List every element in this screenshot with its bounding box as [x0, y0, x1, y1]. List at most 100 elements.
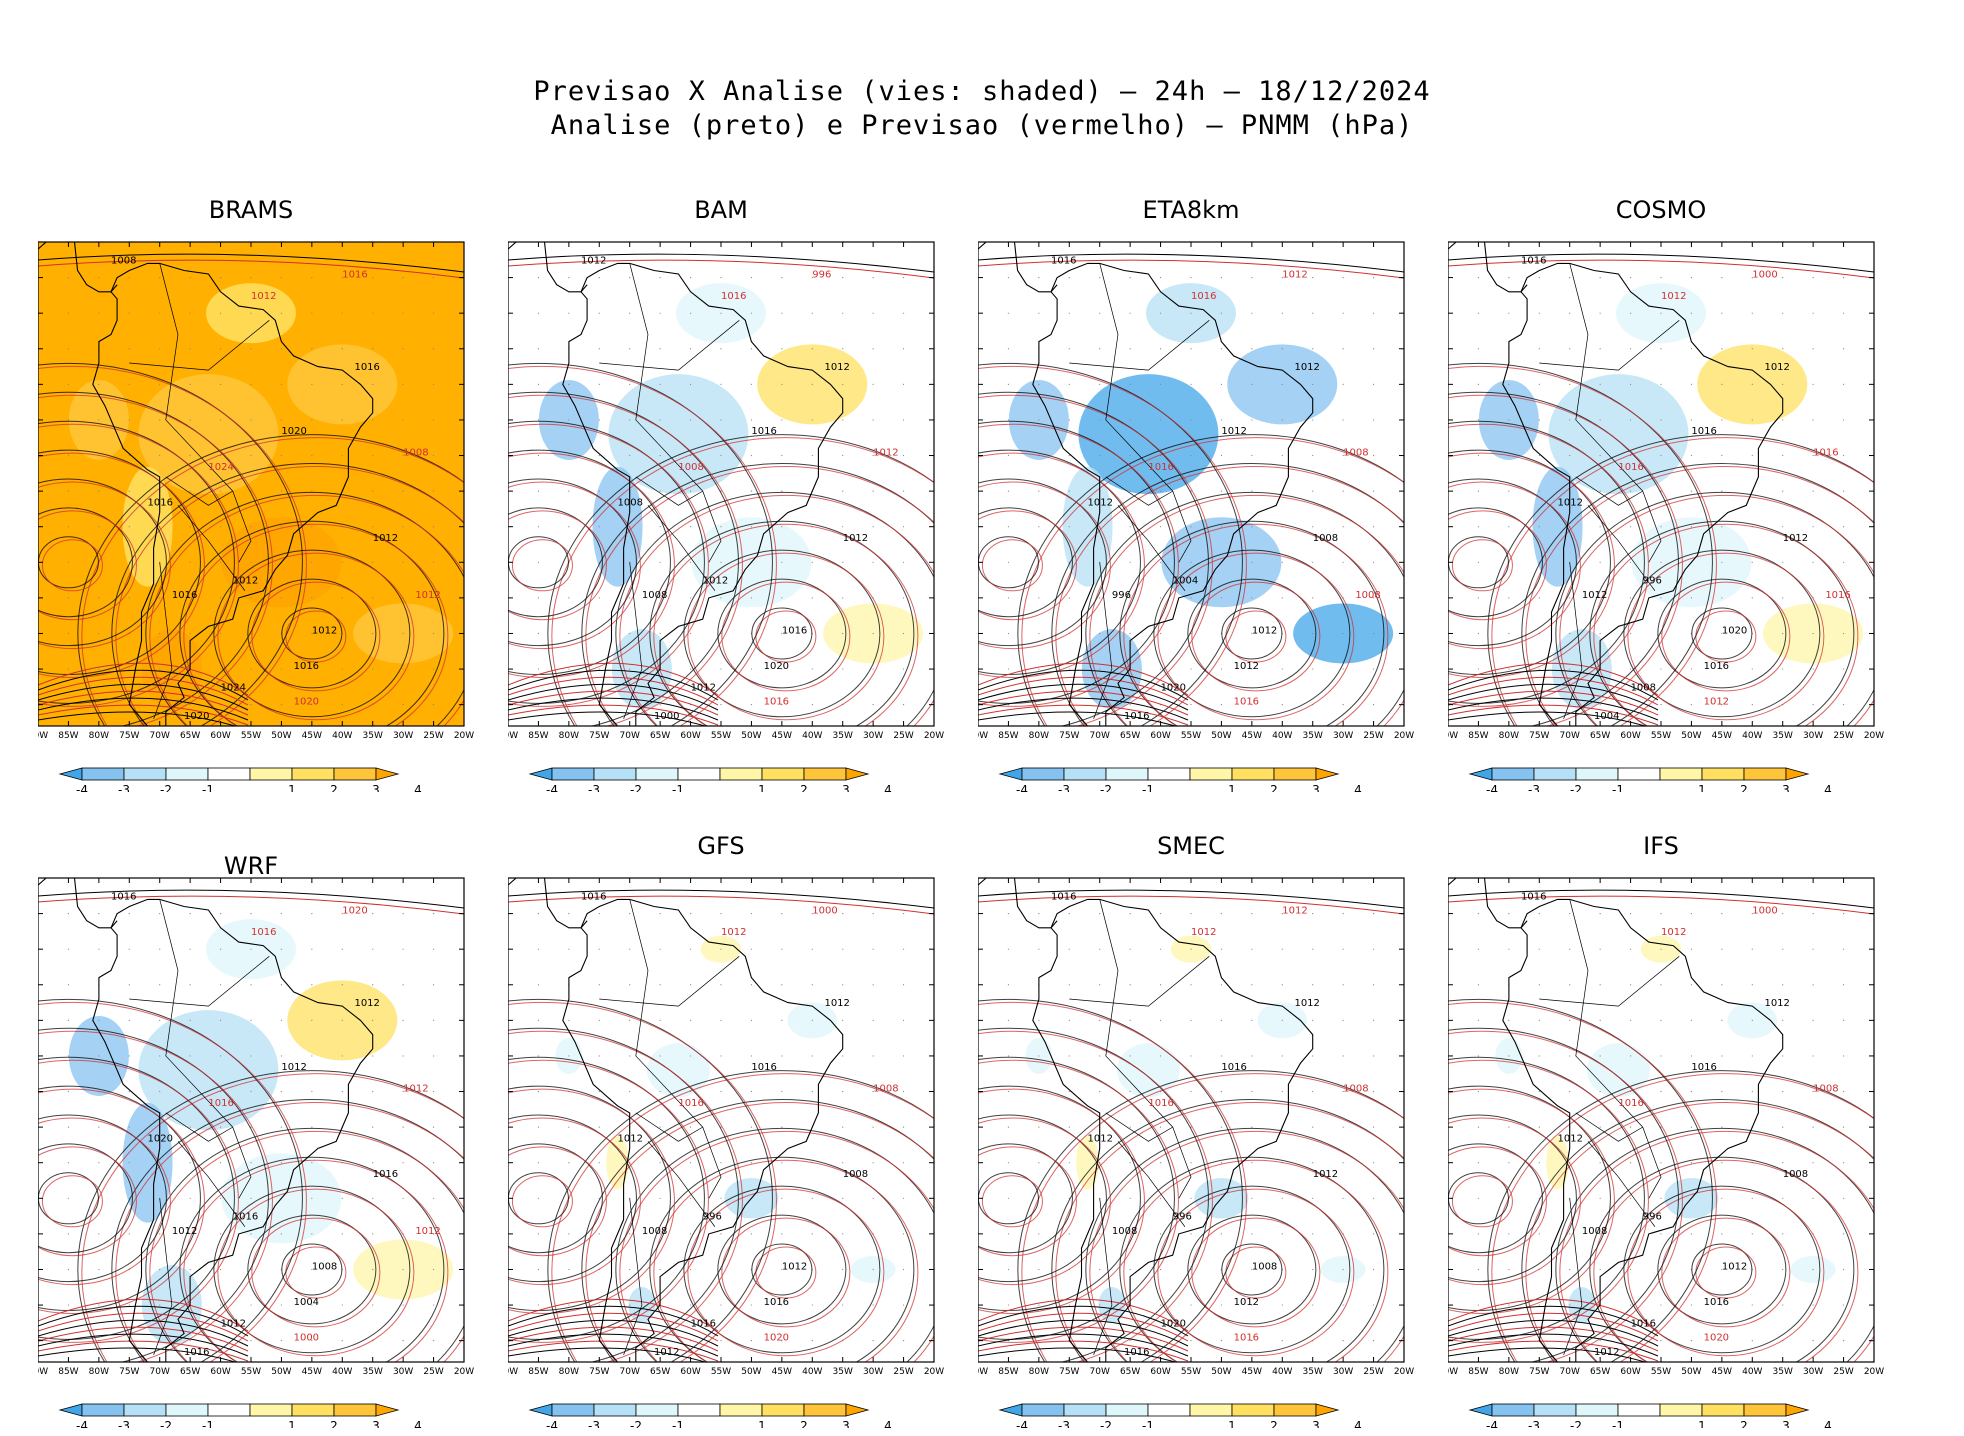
- colorbar-label: 4: [1824, 783, 1832, 792]
- isobar: [1657, 1214, 1787, 1325]
- colorbar: -4 -3 -2 -1 1 2 3 4: [528, 1403, 892, 1428]
- coastline: [38, 242, 118, 293]
- isobar: [508, 391, 739, 726]
- colorbar-label: 2: [330, 1419, 338, 1428]
- isobar: [1623, 549, 1821, 718]
- coastline: [508, 242, 588, 293]
- isobar: [1657, 578, 1787, 689]
- isobar: [179, 520, 445, 726]
- lon-label: 40W: [802, 731, 822, 741]
- contour-label: 1012: [354, 998, 379, 1009]
- isobar: [247, 1214, 377, 1325]
- country-border: [623, 562, 643, 720]
- lon-label: 65W: [650, 731, 670, 741]
- isobar: [508, 662, 719, 696]
- contour-label: 1008: [1313, 533, 1338, 544]
- country-border: [1099, 899, 1192, 1199]
- panel-eta8km: ETA8km 1016 1016 1012 1012 1016 1012 1008 1008 10…: [978, 182, 1448, 792]
- bias-shading: [1076, 1135, 1099, 1190]
- contour-label: 1008: [1355, 590, 1380, 601]
- lon-label: 20W: [1394, 731, 1414, 741]
- isobar: [77, 1070, 464, 1362]
- colorbar-segment: [249, 767, 293, 781]
- lon-label: 80W: [89, 1367, 109, 1377]
- coastline: [92, 262, 374, 726]
- isobar: [978, 1305, 1189, 1337]
- isobar: [551, 1073, 934, 1362]
- country-border: [1563, 562, 1583, 720]
- contour-label: 1012: [782, 1261, 807, 1272]
- isobar: [1221, 607, 1283, 660]
- coastline: [1032, 262, 1314, 726]
- colorbar-label: 3: [372, 1419, 380, 1428]
- colorbar-segment: [1491, 1403, 1535, 1417]
- colorbar-label: -3: [1528, 783, 1540, 792]
- isobar: [1191, 581, 1321, 692]
- lon-label: 20W: [1864, 731, 1884, 741]
- isobar: [508, 683, 719, 711]
- lon-label: 50W: [1211, 731, 1231, 741]
- colorbar-arrow-left: [58, 767, 83, 781]
- isobar: [978, 391, 1209, 726]
- isobar: [978, 362, 1243, 726]
- colorbar-label: -4: [1486, 1419, 1498, 1428]
- isobar: [1491, 1073, 1874, 1362]
- isobar: [508, 704, 719, 726]
- isobar: [978, 1298, 1189, 1332]
- lon-label: 35W: [1773, 1367, 1793, 1377]
- colorbar-label: -3: [118, 1419, 130, 1428]
- colorbar-segment: [1533, 767, 1577, 781]
- map-ifs: 1016 1012 1012 1016 1016 1012 1008 1008 1012 1016…: [1448, 877, 1884, 1428]
- isobar: [38, 510, 137, 621]
- colorbar-segment: [1743, 767, 1787, 781]
- isobar: [683, 1185, 881, 1354]
- country-border: [629, 899, 722, 1199]
- coastline: [1502, 898, 1784, 1362]
- colorbar-segment: [803, 767, 847, 781]
- isobar: [1448, 889, 1874, 909]
- colorbar-label: -4: [1016, 1419, 1028, 1428]
- lon-label: 85W: [528, 1367, 548, 1377]
- country-border: [599, 320, 740, 371]
- isobar: [508, 1312, 719, 1342]
- country-border: [1575, 476, 1643, 506]
- lon-label: 80W: [1499, 1367, 1519, 1377]
- colorbar-label: 1: [1228, 783, 1236, 792]
- isobar: [1448, 711, 1647, 726]
- bias-shading: [646, 1043, 710, 1098]
- contour-label: 1012: [703, 576, 728, 587]
- colorbar-segment: [1105, 1403, 1149, 1417]
- contour-label: 1012: [1594, 1347, 1619, 1358]
- contour-label: 1020: [281, 426, 306, 437]
- isobar: [683, 549, 881, 718]
- isobar: [508, 1333, 719, 1357]
- contour-label: 1012: [1234, 661, 1259, 672]
- lon-label: 40W: [802, 1367, 822, 1377]
- isobar: [38, 1305, 249, 1337]
- isobar: [1448, 1319, 1659, 1347]
- contour-label: 1008: [1252, 1261, 1277, 1272]
- lon-label: 60W: [680, 1367, 700, 1377]
- isobar: [38, 452, 205, 678]
- isobar: [978, 1088, 1145, 1314]
- panel-bam: BAM 1012 1016 1012 1016 1008 1008 1012 1012 1016 1…: [508, 182, 978, 792]
- contour-label: 1012: [1191, 927, 1216, 938]
- isobar: [978, 1146, 1077, 1257]
- isobar: [1017, 434, 1404, 726]
- lon-label: 20W: [1864, 1367, 1884, 1377]
- isobar: [978, 1333, 1189, 1357]
- panel-ifs: IFS 1016 1012 1012 1016 1016 1012 1008 1008 1012 1…: [1448, 818, 1918, 1428]
- colorbar-label: 4: [1354, 783, 1362, 792]
- isobar: [1627, 552, 1825, 721]
- contour-label: 1008: [843, 1169, 868, 1180]
- isobar: [508, 1114, 637, 1283]
- isobar: [1448, 1146, 1547, 1257]
- map-smec: 1016 1012 1012 1016 1016 1012 1012 1008 1008 1012…: [978, 877, 1414, 1428]
- contour-label: 1008: [642, 1226, 667, 1237]
- lon-label: 65W: [1590, 731, 1610, 741]
- contour-label: 1020: [342, 906, 367, 917]
- panel-title: BRAMS: [208, 196, 294, 224]
- contour-label: 1012: [654, 1347, 679, 1358]
- colorbar-segment: [207, 767, 251, 781]
- isobar: [508, 1088, 675, 1314]
